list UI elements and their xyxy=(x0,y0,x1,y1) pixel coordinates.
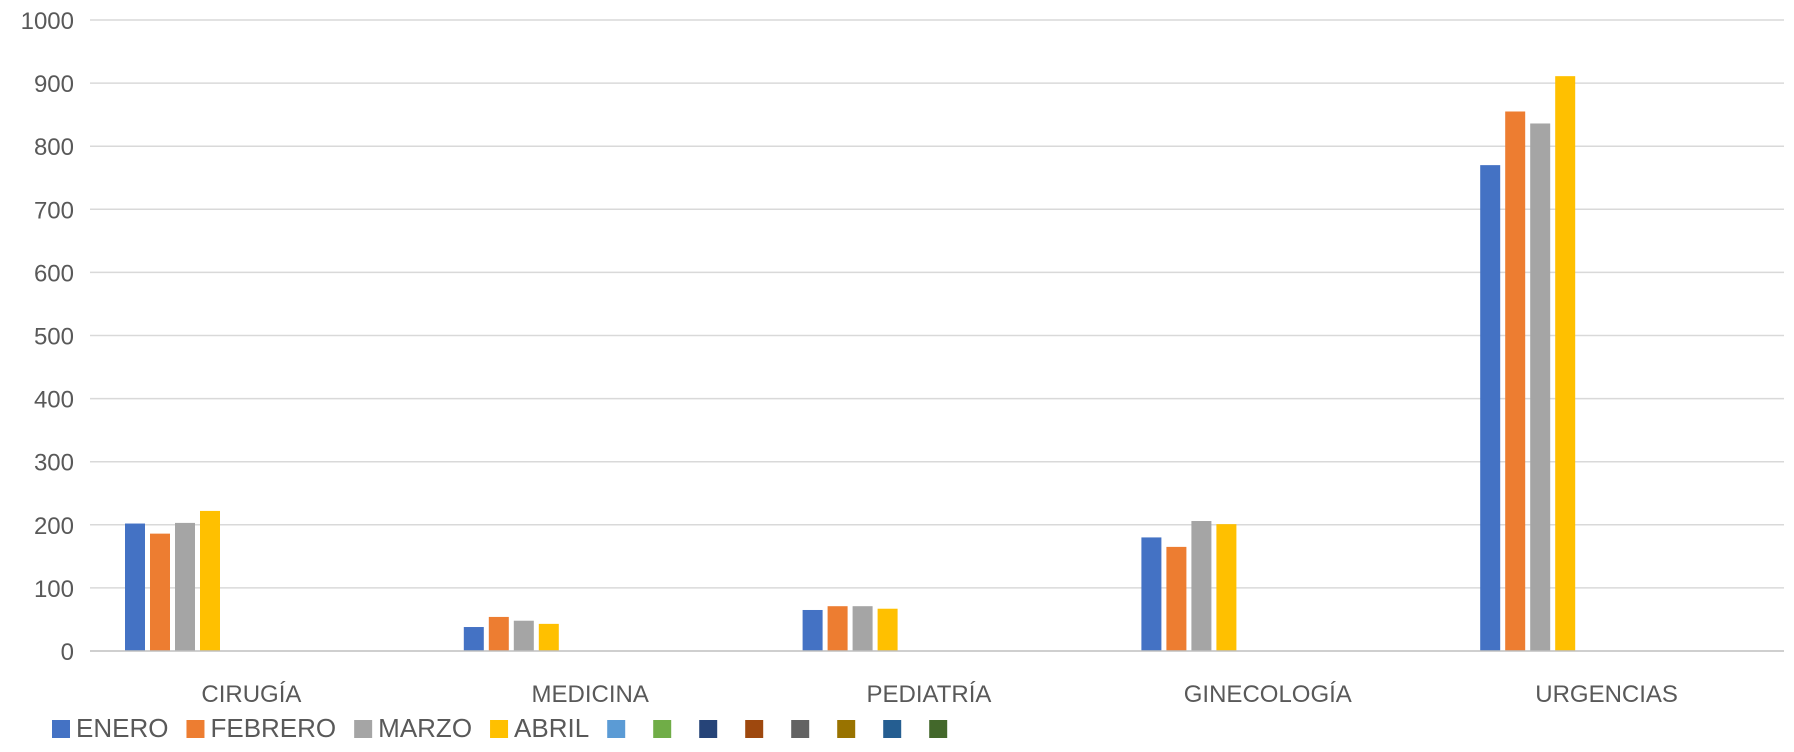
legend-swatch xyxy=(607,720,626,738)
y-tick-label: 200 xyxy=(34,513,74,540)
x-tick-label: PEDIATRÍA xyxy=(867,681,992,708)
y-tick-label: 300 xyxy=(34,450,74,477)
bar-abril-4 xyxy=(1555,76,1576,651)
legend-label: ABRIL xyxy=(514,713,589,743)
bar-enero-0 xyxy=(125,523,145,651)
y-tick-label: 900 xyxy=(34,71,74,98)
legend-swatch xyxy=(653,720,672,738)
legend-label: FEBRERO xyxy=(210,713,336,743)
x-tick-label: URGENCIAS xyxy=(1535,681,1678,708)
bar-marzo-4 xyxy=(1530,123,1551,651)
y-tick-label: 600 xyxy=(34,260,74,287)
legend-label: ENERO xyxy=(76,713,168,743)
bar-enero-4 xyxy=(1480,165,1501,651)
legend-swatch xyxy=(791,720,810,738)
y-tick-label: 700 xyxy=(34,197,74,224)
legend-swatch xyxy=(186,720,205,738)
y-tick-label: 1000 xyxy=(21,8,74,35)
y-tick-label: 100 xyxy=(34,576,74,603)
y-tick-label: 500 xyxy=(34,324,74,351)
bar-febrero-3 xyxy=(1166,546,1187,651)
legend-swatch xyxy=(354,720,373,738)
legend: ENERO FEBRERO MARZO ABRIL xyxy=(52,713,948,743)
legend-swatch xyxy=(52,720,70,738)
bar-abril-2 xyxy=(877,608,898,651)
x-axis-tick-labels: CIRUGÍA MEDICINA PEDIATRÍA GINECOLOGÍA URGEN… xyxy=(201,681,1678,708)
bar-marzo-2 xyxy=(852,606,873,651)
bar-marzo-1 xyxy=(513,620,534,651)
bar-enero-1 xyxy=(463,627,484,651)
x-tick-label: GINECOLOGÍA xyxy=(1184,681,1352,708)
bar-abril-1 xyxy=(538,623,559,651)
bar-febrero-1 xyxy=(488,616,509,651)
bar-febrero-2 xyxy=(827,606,848,651)
bar-marzo-0 xyxy=(175,522,195,651)
bar-abril-3 xyxy=(1216,524,1237,651)
bars xyxy=(125,76,1576,652)
y-tick-label: 0 xyxy=(61,639,74,666)
legend-swatch xyxy=(929,720,948,738)
legend-label: MARZO xyxy=(378,713,472,743)
bar-febrero-0 xyxy=(150,533,170,651)
bar-enero-3 xyxy=(1141,537,1162,651)
y-tick-label: 800 xyxy=(34,134,74,161)
x-tick-label: MEDICINA xyxy=(532,681,649,708)
legend-swatch xyxy=(490,720,509,738)
bar-febrero-4 xyxy=(1505,111,1526,652)
legend-swatch xyxy=(837,720,856,738)
gridlines xyxy=(90,19,1784,589)
legend-swatch xyxy=(883,720,902,738)
y-tick-label: 400 xyxy=(34,387,74,414)
legend-swatch xyxy=(745,720,764,738)
y-axis-tick-labels: 0 100 200 300 400 500 600 700 800 900 1000 xyxy=(21,8,74,666)
bar-enero-2 xyxy=(802,609,823,651)
legend-swatch xyxy=(699,720,718,738)
x-tick-label: CIRUGÍA xyxy=(201,681,301,708)
bar-marzo-3 xyxy=(1191,521,1212,651)
bar-abril-0 xyxy=(200,510,220,651)
